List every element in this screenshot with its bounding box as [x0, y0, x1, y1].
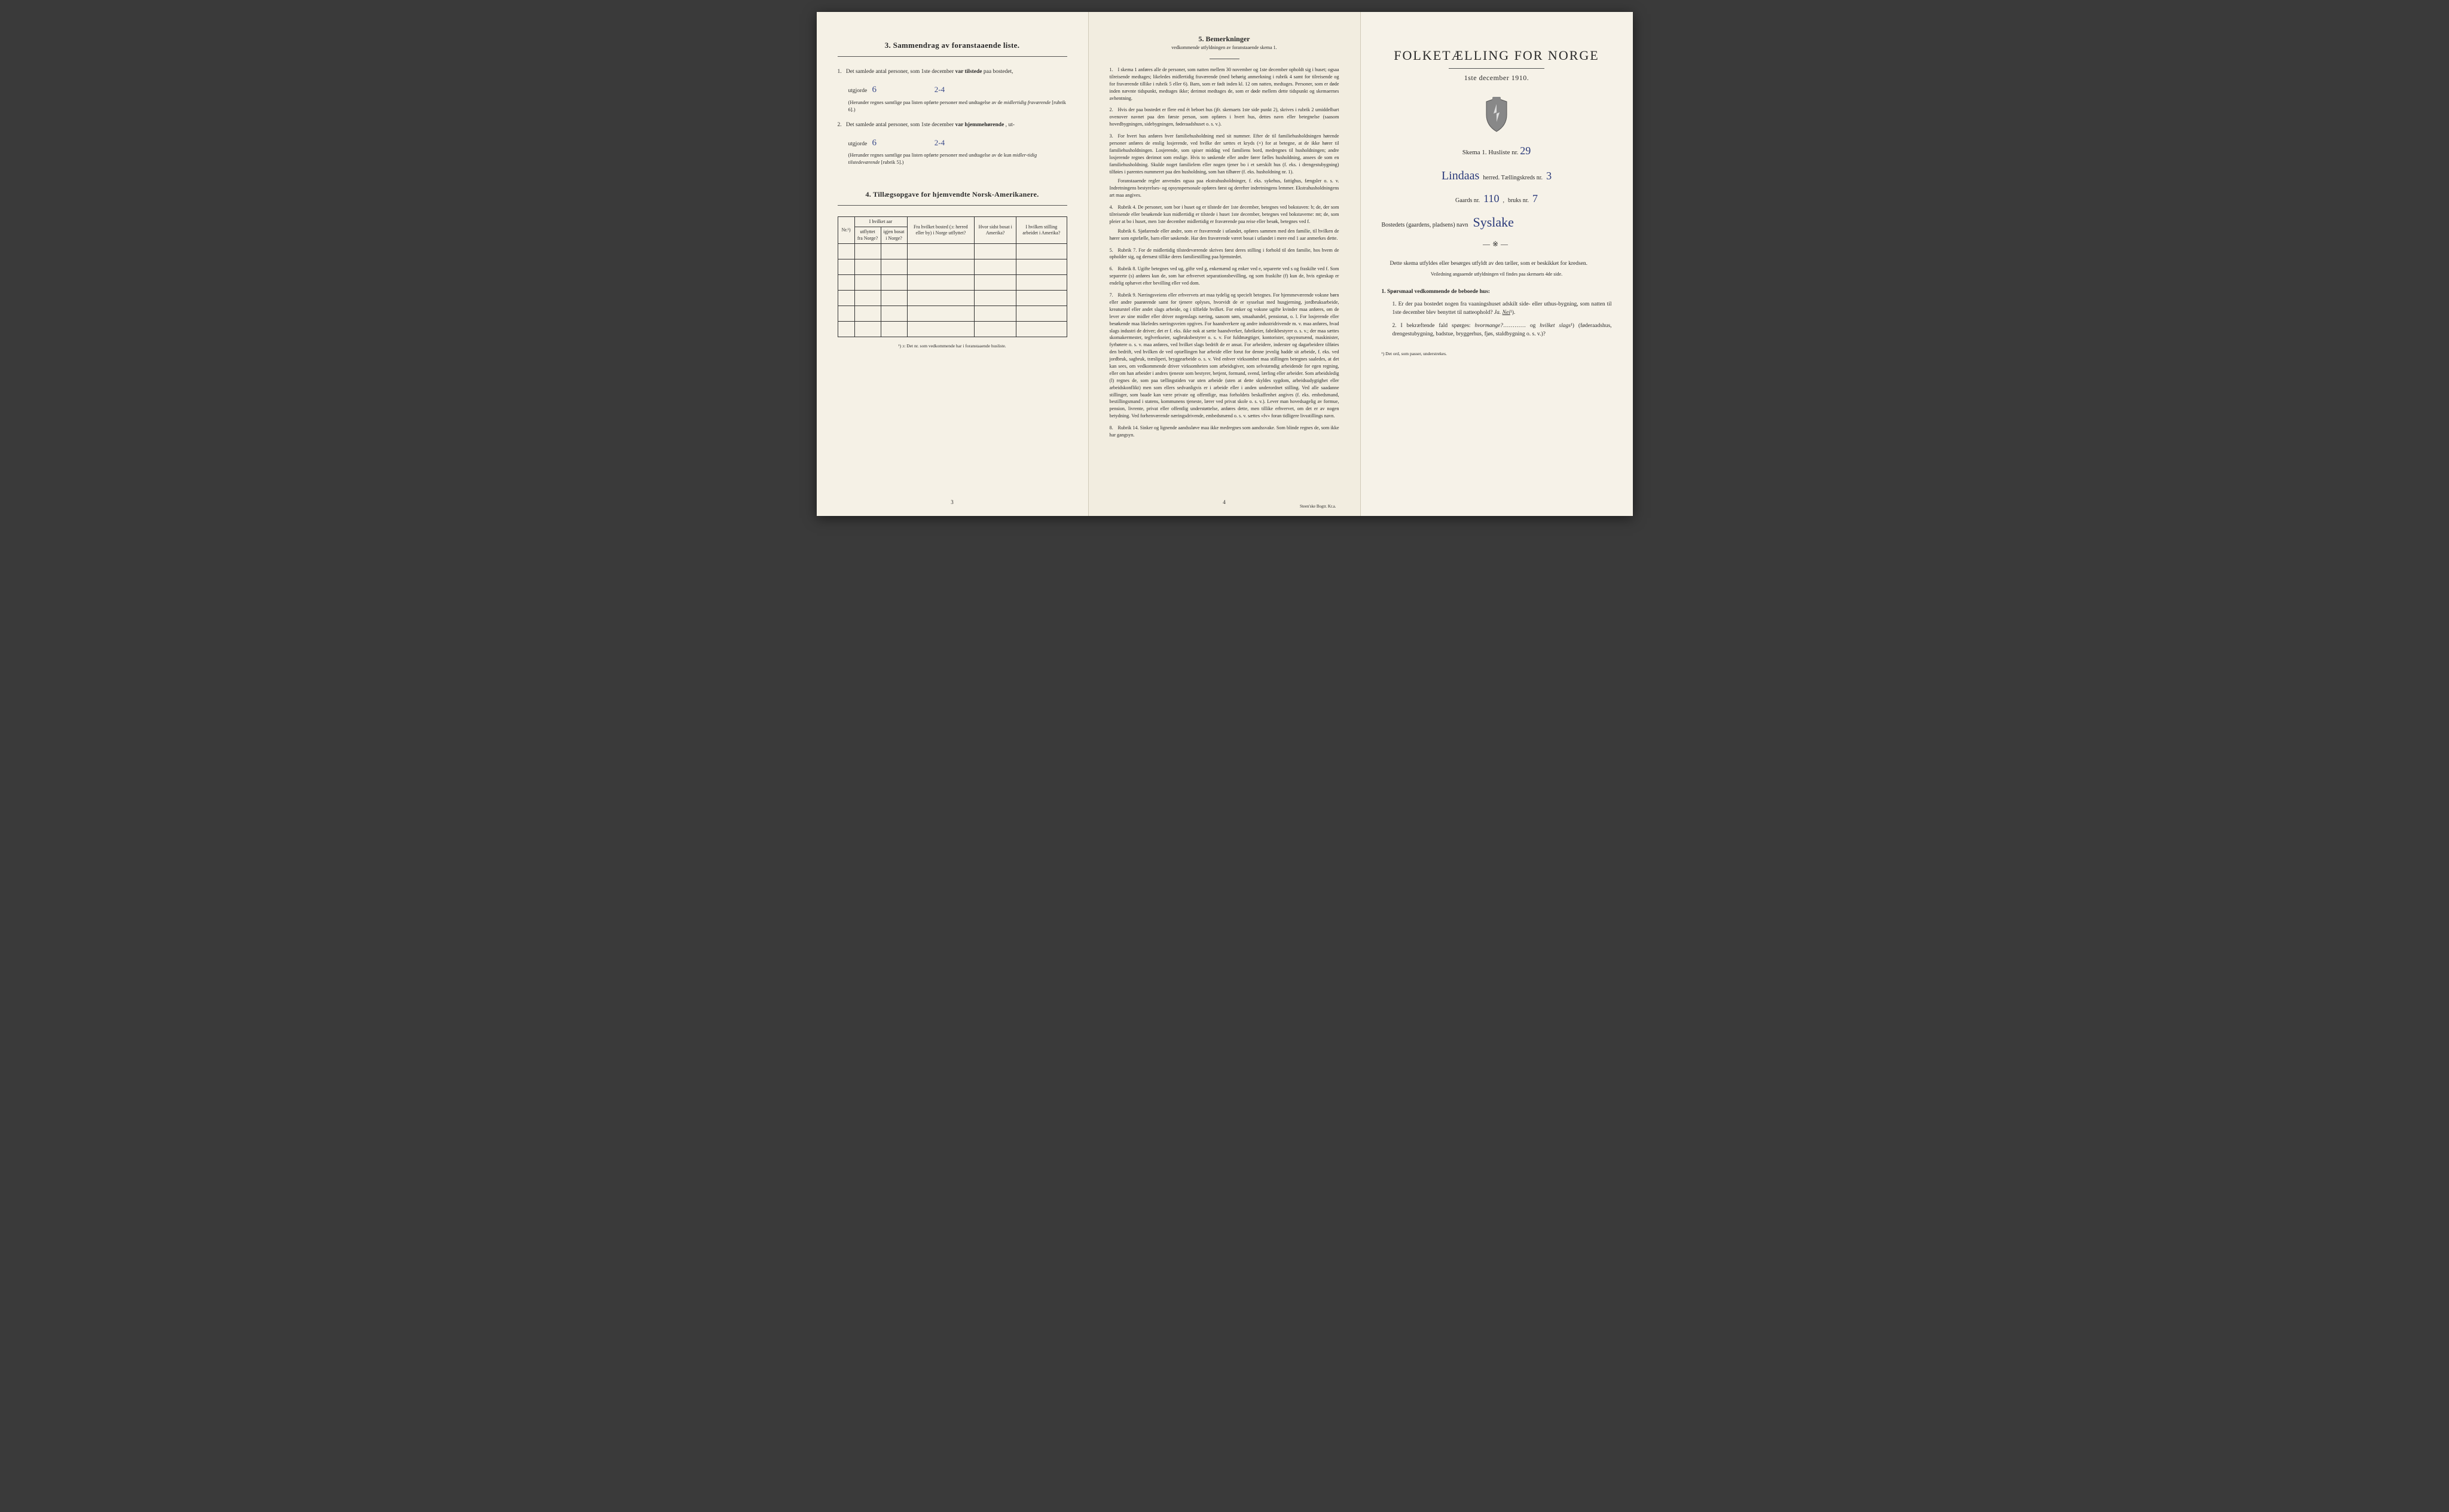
printer-imprint: Steen'ske Bogtr. Kr.a.	[1300, 504, 1336, 509]
q1-line: 1. Det samlede antal personer, som 1ste …	[838, 68, 1067, 76]
herred-label: herred. Tællingskreds nr.	[1483, 175, 1543, 181]
q1-value-line: utgjorde 6 2-4	[848, 83, 1067, 97]
table-row	[838, 306, 1067, 322]
herred-line: Lindaas herred. Tællingskreds nr. 3	[1382, 169, 1612, 183]
note-item: 1.I skema 1 anføres alle de personer, so…	[1110, 66, 1339, 102]
col-from: Fra hvilket bosted (ɔ: herred eller by) …	[907, 217, 975, 244]
table-body	[838, 244, 1067, 337]
answer-ja: Ja.	[1494, 310, 1501, 316]
section-4-title: 4. Tillægsopgave for hjemvendte Norsk-Am…	[838, 190, 1067, 199]
divider	[838, 56, 1067, 57]
page-4: 5. Bemerkninger vedkommende utfyldningen…	[1089, 12, 1361, 516]
q1-bold: var tilstede	[955, 69, 982, 75]
col-emigrated: utflyttet fra Norge?	[854, 227, 881, 244]
note-item: 6.Rubrik 8. Ugifte betegnes ved ug, gift…	[1110, 265, 1339, 287]
question-2: 2. I bekræftende fald spørges: hvormange…	[1393, 322, 1612, 339]
divider-2	[838, 205, 1067, 206]
note-item: 2.Hvis der paa bostedet er flere end ét …	[1110, 106, 1339, 128]
page-number-4: 4	[1223, 499, 1226, 505]
q2-line: 2. Det samlede antal personer, som 1ste …	[838, 121, 1067, 129]
q2-value: 6	[869, 138, 881, 148]
col-returned: igjen bosat i Norge?	[881, 227, 907, 244]
q2-note: (Herunder regnes samtlige paa listen opf…	[848, 152, 1067, 166]
bosted-line: Bostedets (gaardens, pladsens) navn Sysl…	[1382, 215, 1612, 230]
q1-value: 6	[869, 85, 881, 94]
q-lead: 1. Spørsmaal vedkommende de beboede hus:	[1382, 288, 1612, 296]
kreds-nr: 3	[1546, 170, 1552, 182]
q1-suffix: paa bostedet,	[984, 69, 1013, 75]
census-title: FOLKETÆLLING FOR NORGE	[1382, 48, 1612, 63]
utgjorde-label: utgjorde	[848, 88, 868, 94]
footnote-right: ¹) Det ord, som passer, understrekes.	[1382, 351, 1612, 356]
page-1-cover: FOLKETÆLLING FOR NORGE 1ste december 191…	[1361, 12, 1633, 516]
table-row	[838, 244, 1067, 259]
gaards-label: Gaards nr.	[1455, 197, 1480, 204]
answer-nei: Nei	[1503, 310, 1510, 316]
table-row	[838, 259, 1067, 275]
emigrant-table: Nr.¹) I hvilket aar Fra hvilket bosted (…	[838, 216, 1067, 337]
notes-list: 1.I skema 1 anføres alle de personer, so…	[1110, 66, 1339, 439]
divider-4	[1449, 68, 1544, 69]
instructions: Dette skema utfyldes eller besørges utfy…	[1382, 259, 1612, 268]
gaards-line: Gaards nr. 110, bruks nr. 7	[1382, 193, 1612, 205]
utgjorde-label-2: utgjorde	[848, 141, 868, 147]
question-1: 1. Er der paa bostedet nogen fra vaaning…	[1393, 300, 1612, 317]
table-footnote: ¹) ɔ: Det nr. som vedkommende har i fora…	[838, 343, 1067, 349]
col-where: Hvor sidst bosat i Amerika?	[975, 217, 1016, 244]
table-row	[838, 275, 1067, 291]
q1-prefix: Det samlede antal personer, som 1ste dec…	[846, 69, 954, 75]
skema-line: Skema 1. Husliste nr. 29	[1382, 145, 1612, 157]
skema-label: Skema 1. Husliste nr.	[1462, 149, 1519, 156]
questions-block: 1. Spørsmaal vedkommende de beboede hus:…	[1382, 288, 1612, 338]
note-item: 4.Rubrik 4. De personer, som bor i huset…	[1110, 204, 1339, 242]
section-3-title: 3. Sammendrag av foranstaaende liste.	[838, 41, 1067, 50]
q2-value-line: utgjorde 6 2-4	[848, 136, 1067, 150]
bosted-value: Syslake	[1473, 215, 1513, 230]
table-row	[838, 322, 1067, 337]
note-item: 3.For hvert hus anføres hver familiehush…	[1110, 133, 1339, 199]
page-3: 3. Sammendrag av foranstaaende liste. 1.…	[817, 12, 1089, 516]
coat-of-arms-icon	[1382, 97, 1612, 134]
note-item: 7.Rubrik 9. Næringsveiens eller erhverve…	[1110, 292, 1339, 420]
note-item: 8.Rubrik 14. Sinker og lignende aandsslø…	[1110, 424, 1339, 439]
col-nr: Nr.¹)	[838, 217, 854, 244]
bosted-label: Bostedets (gaardens, pladsens) navn	[1382, 222, 1468, 228]
page-number: 3	[951, 499, 954, 505]
q1-note: (Herunder regnes samtlige paa listen opf…	[848, 99, 1067, 114]
bruks-label: bruks nr.	[1508, 197, 1529, 204]
q2-bold: var hjemmehørende	[955, 122, 1004, 128]
col-year: I hvilket aar	[854, 217, 907, 227]
q2-prefix: Det samlede antal personer, som 1ste dec…	[846, 122, 954, 128]
bruks-nr: 7	[1532, 193, 1538, 205]
table-row	[838, 291, 1067, 306]
q2-suffix: , ut-	[1006, 122, 1015, 128]
ornament-icon: ―※―	[1382, 240, 1612, 249]
instructions-sub: Veiledning angaaende utfyldningen vil fi…	[1382, 271, 1612, 277]
herred-value: Lindaas	[1442, 169, 1479, 183]
document-spread: 3. Sammendrag av foranstaaende liste. 1.…	[817, 12, 1633, 516]
note-item: 5.Rubrik 7. For de midlertidig tilstedev…	[1110, 247, 1339, 261]
gaards-nr: 110	[1483, 193, 1499, 205]
section-5-title: 5. Bemerkninger	[1110, 35, 1339, 44]
husliste-nr: 29	[1520, 145, 1531, 157]
q2-value2: 2-4	[931, 138, 948, 147]
section-5-subtitle: vedkommende utfyldningen av foranstaaend…	[1110, 45, 1339, 50]
census-date: 1ste december 1910.	[1382, 74, 1612, 83]
q1-value2: 2-4	[931, 85, 948, 94]
col-occupation: I hvilken stilling arbeidet i Amerika?	[1016, 217, 1067, 244]
